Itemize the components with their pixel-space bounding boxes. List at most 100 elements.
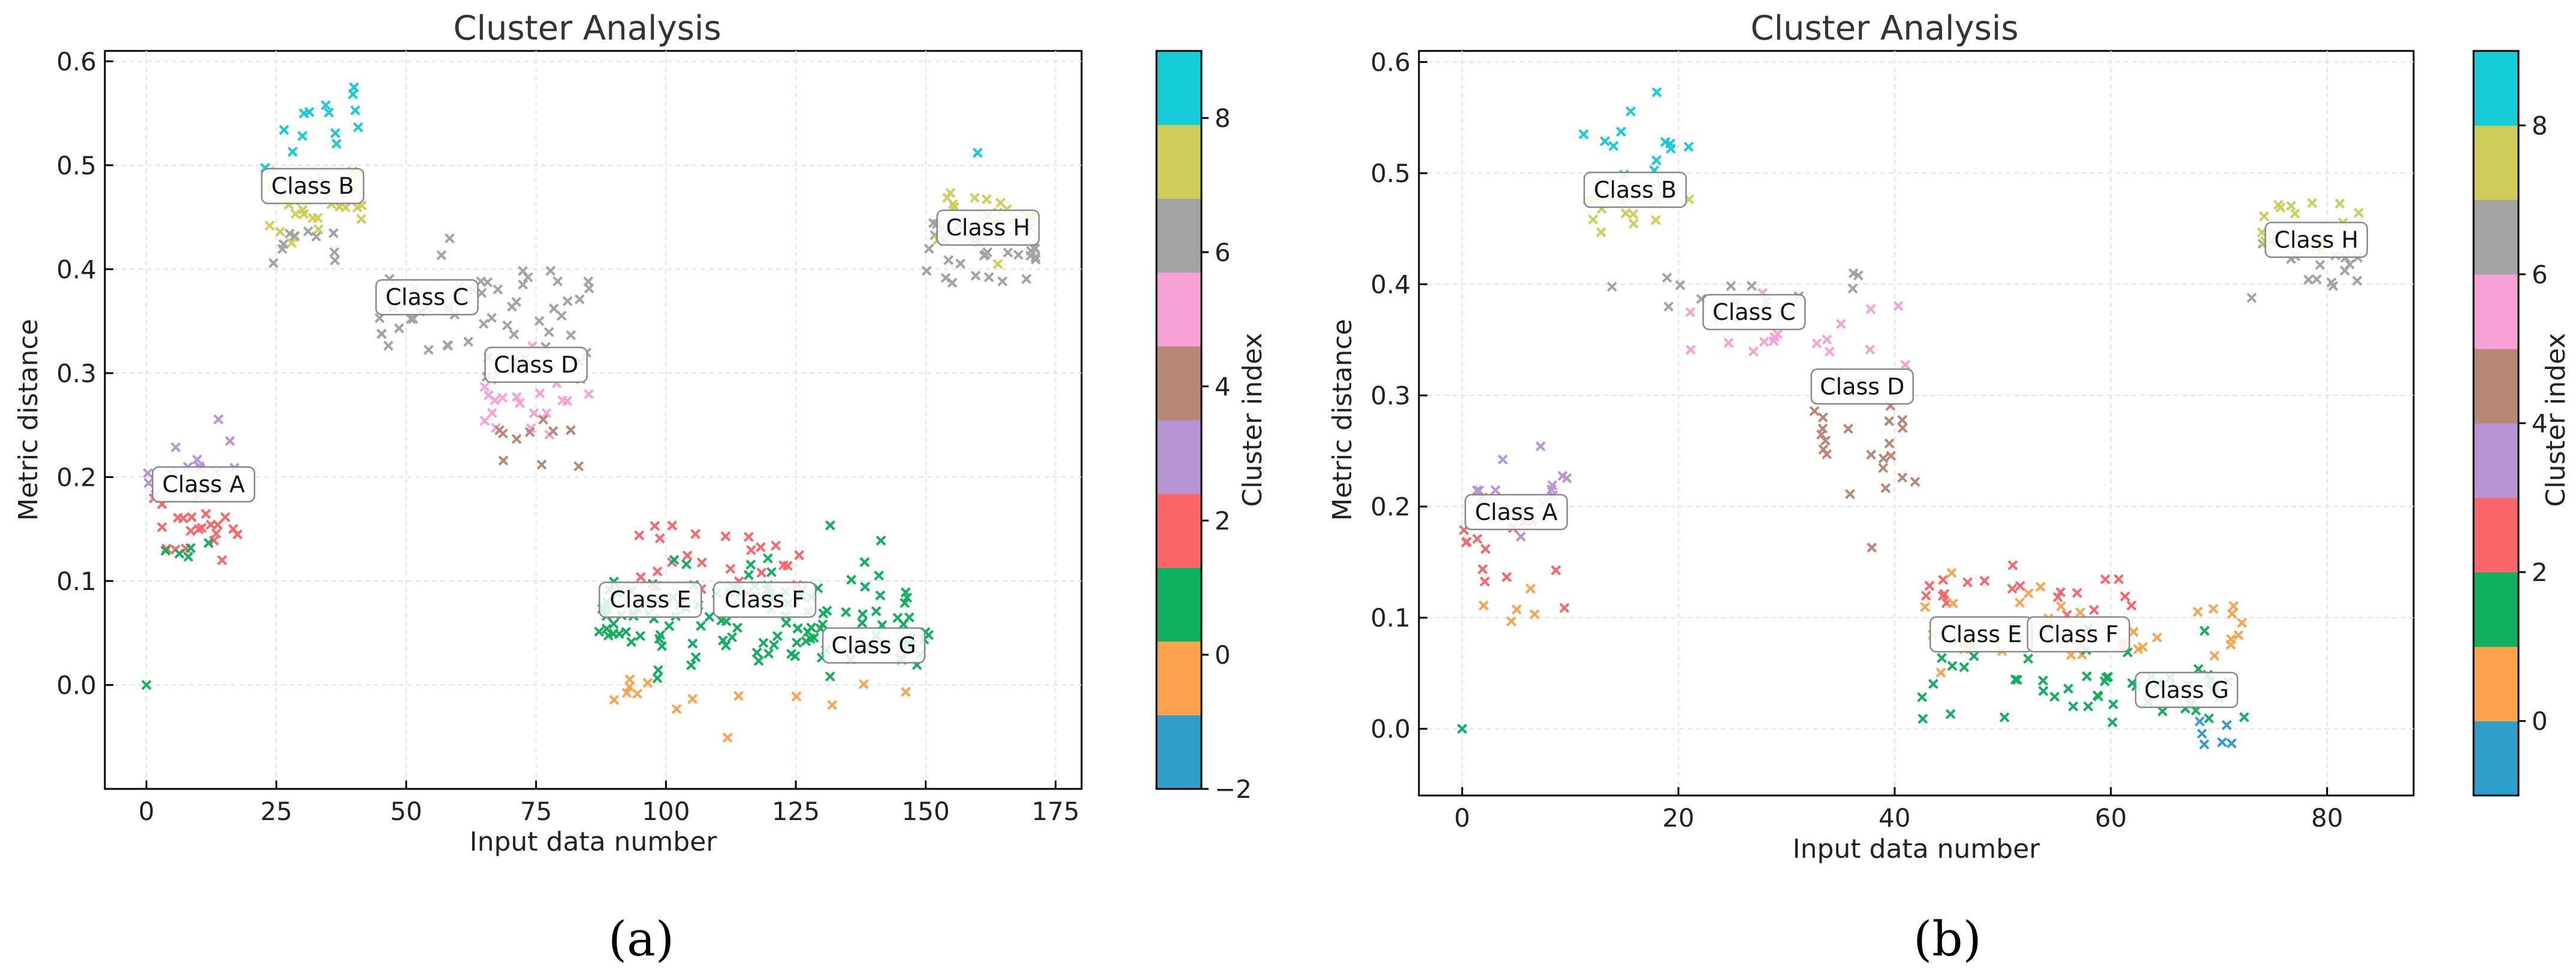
data-point [1551, 565, 1562, 576]
data-point [1910, 476, 1920, 487]
data-point [992, 259, 1003, 270]
data-point [2082, 671, 2092, 682]
class-label: Class G [831, 633, 916, 659]
data-point [758, 637, 769, 648]
data-point [982, 194, 992, 205]
data-point [947, 277, 958, 288]
data-point [875, 590, 886, 601]
class-label-box [484, 346, 588, 383]
data-point [2225, 639, 2236, 650]
data-point [2236, 618, 2247, 628]
data-point [2307, 198, 2318, 208]
x-tick-label: 25 [260, 797, 292, 826]
colorbar-segment [2474, 721, 2518, 796]
data-point [2015, 580, 2025, 591]
data-point [1515, 531, 1526, 542]
data-point [1948, 598, 1958, 609]
data-point [1884, 416, 1895, 426]
data-point [511, 434, 522, 444]
data-point [746, 545, 756, 555]
data-point [277, 244, 288, 255]
data-point [212, 519, 223, 530]
data-point [1865, 344, 1876, 355]
data-point [1651, 87, 1662, 98]
data-point [1726, 281, 1737, 291]
data-point [220, 512, 231, 522]
y-tick-label: 0.5 [1370, 159, 1411, 188]
data-point [297, 131, 308, 141]
data-point [1999, 712, 2010, 722]
colorbar-segment [2474, 51, 2518, 126]
data-point [1835, 319, 1846, 329]
data-point [1843, 424, 1853, 434]
colorbar-segment [1156, 715, 1201, 790]
data-point [2275, 202, 2286, 213]
data-point [156, 522, 167, 533]
data-point [921, 265, 932, 276]
data-point [827, 700, 838, 710]
colorbar-tick-label: 8 [2532, 111, 2548, 140]
data-point [857, 618, 868, 628]
data-point [786, 649, 797, 660]
chart-b-x-ticks: 0 20 40 60 80 [1454, 787, 2343, 833]
y-tick-label: 0.6 [1370, 48, 1411, 77]
data-point [186, 512, 197, 522]
data-point [541, 408, 552, 419]
x-tick-label: 40 [1879, 803, 1910, 833]
data-point [1822, 334, 1832, 345]
data-point [818, 608, 829, 619]
data-point [2103, 671, 2113, 682]
data-point [2199, 625, 2210, 636]
data-point [201, 509, 211, 519]
data-point [476, 288, 487, 298]
data-point [185, 525, 196, 536]
data-point [1529, 609, 1540, 619]
data-point [1608, 141, 1619, 152]
data-point [2352, 276, 2363, 286]
data-point [609, 694, 620, 705]
data-point [2055, 587, 2066, 597]
y-tick-label: 0.0 [1370, 715, 1411, 744]
data-point [1596, 227, 1606, 238]
data-point [1479, 576, 1490, 587]
data-point [721, 640, 731, 651]
data-point [2128, 627, 2139, 637]
data-point [566, 330, 576, 340]
data-point [1928, 679, 1938, 689]
data-point [1867, 542, 1877, 553]
colorbar-frame [1155, 50, 1203, 790]
data-point [1865, 304, 1876, 314]
data-point [722, 733, 733, 743]
x-tick-label: 125 [772, 797, 820, 826]
x-tick-label: 175 [1032, 797, 1080, 826]
data-point [1759, 337, 1769, 347]
data-point [529, 408, 539, 419]
data-point [1979, 576, 1990, 586]
data-point [1478, 600, 1489, 611]
data-point [2056, 601, 2067, 612]
data-point [704, 612, 715, 622]
data-point [1480, 543, 1491, 554]
y-tick-label: 0.3 [56, 359, 96, 388]
class-label-box [261, 168, 365, 204]
data-point [901, 686, 911, 697]
class-label-box [822, 627, 926, 664]
data-point [1506, 616, 1517, 627]
data-point [621, 688, 632, 698]
class-label: Class H [946, 214, 1031, 241]
data-point [1847, 283, 1858, 294]
data-point [791, 691, 802, 701]
class-label: Class E [1940, 621, 2022, 648]
data-point [217, 555, 228, 565]
data-point [1817, 412, 1828, 423]
data-point [2259, 211, 2269, 222]
data-point [423, 344, 434, 355]
data-point [1021, 274, 1032, 285]
data-point [650, 521, 660, 531]
data-point [1628, 218, 1639, 229]
colorbar-tick-label: 6 [2532, 260, 2548, 289]
data-point [1663, 301, 1674, 312]
data-point [2233, 630, 2244, 640]
data-point [584, 389, 594, 400]
data-point [1824, 346, 1835, 357]
